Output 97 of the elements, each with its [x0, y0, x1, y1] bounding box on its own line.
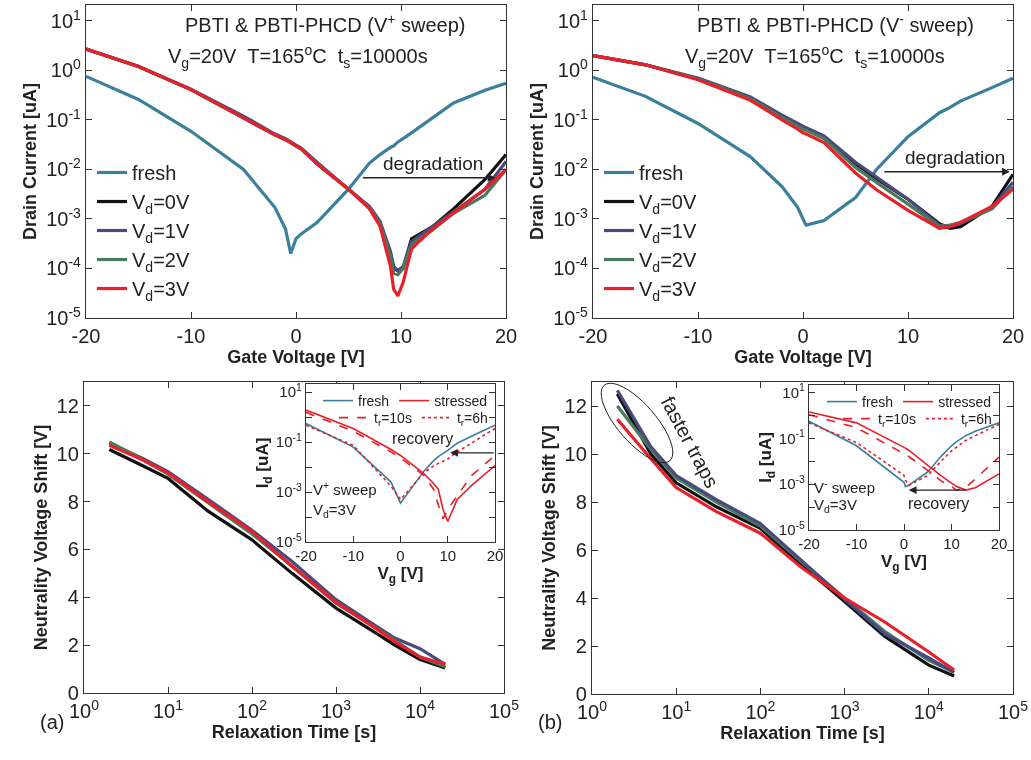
x-tick-label: -10 — [683, 325, 713, 348]
y-tick-label: 10 — [56, 442, 79, 465]
x-tick-label: 10 — [896, 325, 920, 348]
x-tick-label: 10 — [439, 547, 457, 565]
legend-label: stressed — [434, 393, 488, 410]
x-tick-label: 10$^{3}$ — [829, 697, 860, 724]
x-tick-label: 10 — [943, 535, 960, 553]
legend-label: t$_{r}$=6h — [960, 411, 992, 429]
x-tick-label: 20 — [1001, 325, 1025, 348]
legend-label: fresh — [132, 162, 177, 185]
legend-label: V$_{d}$=2V — [639, 249, 697, 275]
legend-label: V$_{d}$=2V — [132, 249, 190, 275]
y-tick-label: 10$^{-1}$ — [778, 427, 805, 447]
y-tick-label: 8 — [67, 490, 79, 513]
x-tick-label: 10$^{5}$ — [488, 696, 520, 723]
legend-label: V$_{d}$=1V — [639, 220, 697, 246]
annotation: V$^{+}$ sweep — [313, 479, 377, 499]
legend-label: t$_{r}$=10s — [374, 410, 412, 428]
legend-label: fresh — [358, 393, 390, 410]
y-axis-title: Neutrality Voltage Shift [V] — [538, 425, 559, 651]
annotation: V$^{-}$ sweep — [814, 477, 876, 497]
y-tick-label: 10$^{0}$ — [50, 56, 82, 82]
x-tick-label: -10 — [176, 325, 206, 348]
y-tick-label: 4 — [575, 587, 587, 609]
y-tick-label: 8 — [575, 491, 587, 513]
x-axis-title: Relaxation Time [s] — [720, 723, 885, 744]
y-tick-label: 10$^{-3}$ — [778, 473, 805, 493]
x-tick-label: 20 — [494, 325, 518, 348]
x-tick-label: 10$^{3}$ — [320, 696, 352, 723]
x-tick-label: 0 — [899, 535, 909, 553]
annotation: degradation — [383, 153, 484, 174]
x-tick-label: 10$^{1}$ — [152, 696, 184, 723]
annotation: degradation — [905, 147, 1006, 168]
x-axis-title: Gate Voltage [V] — [227, 347, 365, 368]
y-tick-label: 10$^{1}$ — [782, 381, 806, 401]
annotation: recovery — [392, 430, 454, 447]
x-tick-label: 10$^{1}$ — [661, 697, 692, 724]
x-tick-label: 10$^{4}$ — [404, 696, 436, 723]
y-tick-label: 10$^{-3}$ — [275, 480, 302, 501]
x-tick-label: 20 — [486, 547, 504, 565]
x-axis-title: V$_{g}$ [V] — [881, 552, 927, 574]
y-tick-label: 10$^{-4}$ — [46, 254, 82, 280]
legend-label: V$_{d}$=0V — [639, 191, 697, 217]
annotation: V$_{d}$=3V — [814, 496, 857, 516]
legend-label: fresh — [862, 394, 894, 411]
y-tick-label: 6 — [67, 538, 79, 561]
y-tick-label: 10 — [564, 443, 587, 465]
annotation: V$_{d}$=3V — [313, 501, 356, 521]
chart-title: PBTI & PBTI-PHCD (V$^{+}$ sweep) — [185, 11, 466, 37]
annotation: recovery — [908, 495, 970, 512]
x-tick-label: 10$^{5}$ — [997, 697, 1029, 724]
x-tick-label: 0 — [396, 547, 405, 565]
text: (a) — [40, 711, 65, 733]
legend-label: V$_{d}$=3V — [639, 278, 697, 304]
y-tick-label: 2 — [575, 635, 587, 657]
x-tick-label: 10 — [389, 325, 413, 348]
legend-label: fresh — [639, 162, 684, 185]
y-tick-label: 4 — [67, 586, 79, 609]
annotation: faster traps — [656, 392, 724, 492]
legend-label: V$_{d}$=0V — [132, 191, 190, 217]
x-axis-title: Relaxation Time [s] — [211, 722, 377, 743]
y-axis-title: Neutrality Voltage Shift [V] — [30, 424, 51, 651]
x-tick-label: -10 — [845, 535, 868, 553]
legend-label: V$_{d}$=3V — [132, 278, 190, 304]
x-tick-label: 10$^{2}$ — [745, 697, 776, 724]
x-tick-label: -10 — [342, 547, 365, 565]
y-tick-label: 10$^{1}$ — [279, 381, 303, 401]
y-tick-label: 10$^{-3}$ — [553, 204, 589, 230]
text: V$_{g}$=20V T=165$^{o}$C t$_{s}$=10000s — [168, 42, 428, 71]
legend-label: t$_{r}$=10s — [878, 411, 916, 429]
x-axis-title: V$_{g}$ [V] — [377, 564, 424, 586]
chart-title: PBTI & PBTI-PHCD (V$^{-}$ sweep) — [697, 11, 974, 37]
y-tick-label: 10$^{-3}$ — [46, 204, 82, 230]
y-tick-label: 10$^{1}$ — [557, 6, 589, 32]
y-tick-label: 10$^{0}$ — [557, 56, 589, 82]
y-tick-label: 2 — [67, 634, 79, 657]
y-tick-label: 10$^{-1}$ — [275, 430, 302, 451]
y-tick-label: 10$^{1}$ — [50, 6, 82, 32]
y-tick-label: 10$^{-4}$ — [553, 254, 589, 280]
y-tick-label: 10$^{-1}$ — [46, 105, 82, 131]
y-tick-label: 10$^{-2}$ — [553, 155, 589, 181]
y-tick-label: 10$^{-2}$ — [46, 155, 82, 181]
y-tick-label: 10$^{-1}$ — [553, 105, 589, 131]
x-tick-label: 20 — [990, 535, 1008, 553]
x-tick-label: 10$^{4}$ — [913, 697, 945, 724]
y-tick-label: 12 — [564, 395, 587, 417]
text: V$_{g}$=20V T=165$^{o}$C t$_{s}$=10000s — [685, 42, 945, 71]
y-axis-title: Drain Current [uA] — [527, 83, 548, 240]
x-tick-label: 10$^{2}$ — [236, 696, 268, 723]
legend-label: V$_{d}$=1V — [132, 220, 190, 246]
y-tick-label: 12 — [56, 394, 79, 417]
legend-label: stressed — [938, 394, 992, 411]
y-tick-label: 6 — [575, 539, 587, 561]
legend-label: t$_{r}$=6h — [456, 410, 488, 428]
y-axis-title: Drain Current [uA] — [20, 83, 41, 240]
x-axis-title: Gate Voltage [V] — [734, 347, 872, 368]
text: (b) — [538, 711, 563, 733]
